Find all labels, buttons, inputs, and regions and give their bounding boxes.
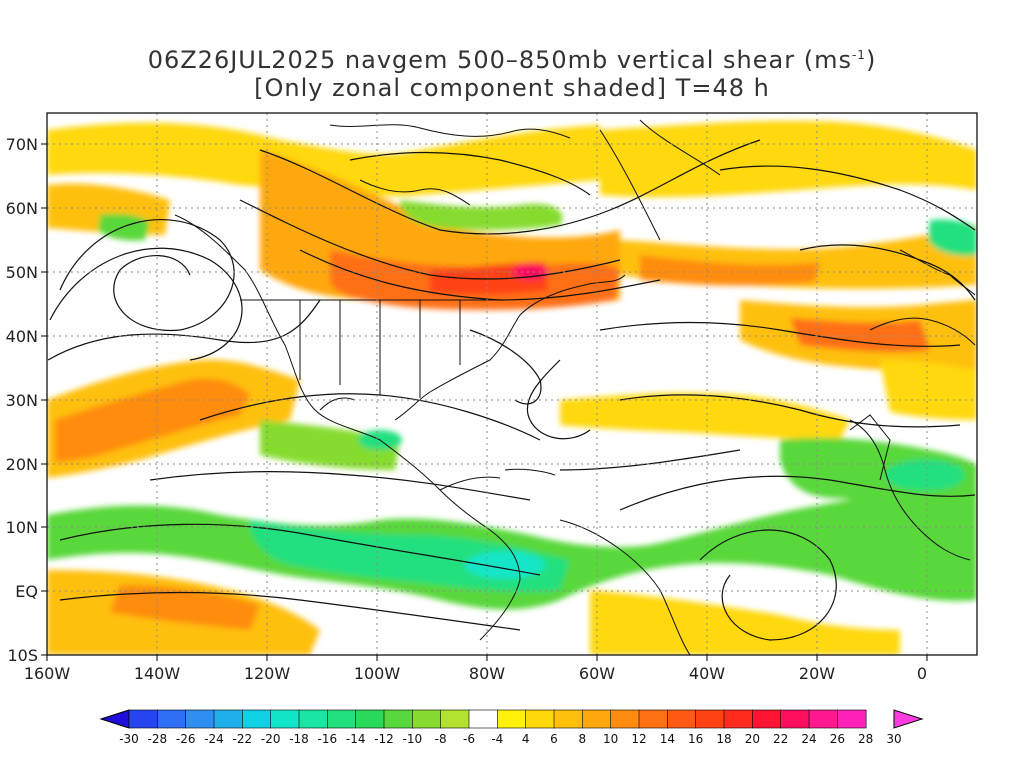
- lat-label: 70N: [6, 135, 38, 154]
- colorbar-cell: [185, 709, 215, 729]
- colorbar-cell: [440, 709, 470, 729]
- colorbar-label: 16: [688, 732, 703, 746]
- coastlines: [174, 119, 976, 655]
- colorbar-label: -16: [318, 732, 338, 746]
- chart-title-line1: 06Z26JUL2025 navgem 500–850mb vertical s…: [0, 46, 1024, 74]
- colorbar-cell: [667, 709, 697, 729]
- colorbar-label: 24: [801, 732, 816, 746]
- colorbar-labels: -30 -28 -26 -24 -22 -20 -18 -16 -14 -12 -10 -8 -6 -4 4…: [119, 732, 901, 746]
- colorbar-cell: [242, 709, 272, 729]
- colorbar-label: -10: [403, 732, 423, 746]
- lat-label: 10S: [7, 646, 38, 665]
- title-close: ): [865, 46, 877, 74]
- colorbar-cell: [752, 709, 782, 729]
- colorbar-cell: [638, 709, 669, 729]
- colorbar-label: -4: [491, 732, 503, 746]
- colorbar-cell: [412, 709, 442, 729]
- lat-label: 20N: [6, 455, 38, 474]
- colorbar-cell: [497, 709, 527, 729]
- lon-label: 40W: [689, 664, 725, 683]
- colorbar-cell: [468, 709, 499, 729]
- colorbar-label: 14: [660, 732, 675, 746]
- colorbar-cell: [128, 709, 159, 729]
- colorbar-cell: [837, 709, 867, 729]
- colorbar-cell: [610, 709, 640, 729]
- colorbar-label: -12: [374, 732, 394, 746]
- colorbar-label: 4: [522, 732, 530, 746]
- lat-label: 10N: [6, 518, 38, 537]
- colorbar-cell: [213, 709, 244, 729]
- lat-label: 40N: [6, 327, 38, 346]
- lat-label: 60N: [6, 199, 38, 218]
- axis-ticks: [41, 143, 928, 661]
- colorbar-cell: [157, 709, 187, 729]
- colorbar-right-arrow: [893, 709, 924, 729]
- colorbar-label: -24: [204, 732, 224, 746]
- colorbar-label: -28: [148, 732, 168, 746]
- colorbar-cells: [128, 709, 867, 729]
- colorbar-cell: [355, 709, 385, 729]
- colorbar: -30 -28 -26 -24 -22 -20 -18 -16 -14 -12 -10 -8 -6 -4 4…: [99, 709, 924, 746]
- colorbar-label: -8: [435, 732, 447, 746]
- colorbar-label: -6: [463, 732, 475, 746]
- lon-label: 0: [917, 664, 927, 683]
- colorbar-cell: [383, 709, 414, 729]
- colorbar-label: 28: [858, 732, 873, 746]
- colorbar-left-arrow: [99, 709, 130, 729]
- colorbar-label: -26: [176, 732, 196, 746]
- chart-title-line2: [Only zonal component shaded] T=48 h: [254, 74, 770, 102]
- lat-label: EQ: [15, 582, 38, 601]
- colorbar-cell: [525, 709, 555, 729]
- lon-label: 160W: [24, 664, 71, 683]
- lon-label: 20W: [799, 664, 835, 683]
- lat-label: 50N: [6, 263, 38, 282]
- colorbar-label: -22: [233, 732, 253, 746]
- colorbar-label: 10: [603, 732, 618, 746]
- colorbar-cell: [298, 709, 329, 729]
- colorbar-cell: [723, 709, 754, 729]
- longitude-labels: 160W 140W 120W 100W 80W 60W 40W 20W 0: [24, 664, 927, 683]
- graticule: [47, 113, 977, 655]
- colorbar-label: 12: [631, 732, 646, 746]
- colorbar-label: -20: [261, 732, 281, 746]
- shear-shading: [47, 113, 977, 655]
- title-unit-exponent: -1: [851, 48, 866, 62]
- map-frame: [46, 112, 978, 656]
- title-main: 06Z26JUL2025 navgem 500–850mb vertical s…: [147, 46, 852, 74]
- colorbar-cell: [695, 709, 725, 729]
- lat-label: 30N: [6, 391, 38, 410]
- colorbar-cell: [327, 709, 357, 729]
- colorbar-label: -14: [346, 732, 366, 746]
- latitude-labels: 70N 60N 50N 40N 30N 20N 10N EQ 10S: [6, 135, 38, 665]
- colorbar-cell: [582, 709, 612, 729]
- colorbar-label: 18: [716, 732, 731, 746]
- colorbar-label: 22: [773, 732, 788, 746]
- lon-label: 140W: [134, 664, 181, 683]
- colorbar-label: 20: [745, 732, 760, 746]
- colorbar-cell: [270, 709, 300, 729]
- colorbar-label: 30: [886, 732, 901, 746]
- colorbar-label: 26: [830, 732, 845, 746]
- streamlines: [47, 139, 976, 641]
- colorbar-label: 8: [579, 732, 587, 746]
- colorbar-label: -30: [119, 732, 139, 746]
- lon-label: 100W: [354, 664, 401, 683]
- colorbar-cell: [553, 709, 584, 729]
- lon-label: 60W: [579, 664, 615, 683]
- colorbar-cell: [808, 709, 839, 729]
- colorbar-label: -18: [289, 732, 309, 746]
- colorbar-label: 6: [550, 732, 558, 746]
- lon-label: 80W: [469, 664, 505, 683]
- lon-label: 120W: [244, 664, 291, 683]
- colorbar-cell: [780, 709, 810, 729]
